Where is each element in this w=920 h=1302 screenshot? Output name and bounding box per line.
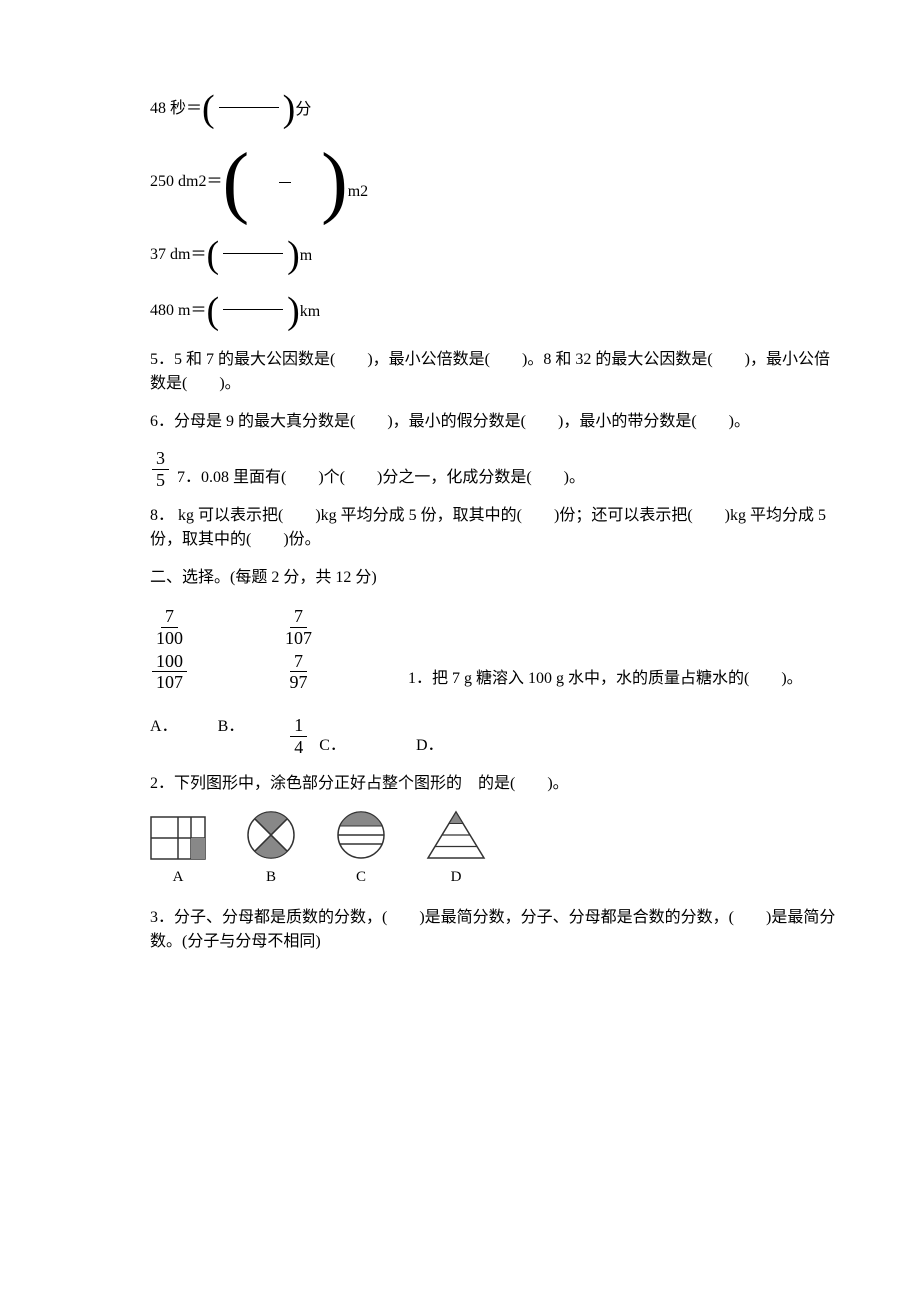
frac-den: 97 [286,672,312,693]
lparen: ( [222,146,249,218]
shape-b-icon [246,810,296,860]
frac-num: 7 [290,606,307,628]
blank-line [223,309,283,310]
s2q1-options-ab: A． B． [150,715,244,739]
s2q1-tail: 1．把 7 g 糖溶入 100 g 水中，水的质量占糖水的( )。 [408,667,803,691]
s2q1-options-cd: 1 4 C． D． [288,715,443,757]
shape-d-wrap: D [426,810,486,889]
question-8: 8． kg 可以表示把( )kg 平均分成 5 份，取其中的( )份；还可以表示… [150,504,840,552]
frac-den: 107 [281,628,316,649]
frac-7-107: 7 107 [281,606,316,648]
s2q3-text: 3．分子、分母都是质数的分数，( )是最简分数，分子、分母都是合数的分数，( )… [150,906,840,954]
frac-den: 107 [152,672,187,693]
conv-row-2: 250 dm2＝ ( ) m2 [150,146,840,218]
frac-den: 100 [152,628,187,649]
shape-label-c: C [356,866,366,889]
lparen: ( [206,292,219,330]
s2q1-frac-columns: 7 100 100 107 7 107 7 97 1．把 7 g 糖溶入 100… [150,606,840,693]
option-b: B． [218,715,245,739]
blank-dash [279,182,291,183]
conv-row-4: 480 m＝ ( ) km [150,292,840,330]
frac-den: 4 [290,737,307,758]
lparen: ( [206,236,219,274]
section-2-title: 二、选择。(每题 2 分，共 12 分) [150,566,840,590]
question-7-row: 3 5 7．0.08 里面有( )个( )分之一，化成分数是( )。 [150,448,840,490]
frac-100-107: 100 107 [152,651,187,693]
frac-7-100: 7 100 [152,606,187,648]
rparen: ) [287,292,300,330]
conv-row-3: 37 dm＝ ( ) m [150,236,840,274]
paren-box: ( ) [206,292,299,330]
option-a: A． [150,715,178,739]
shape-a-wrap: A [150,816,206,889]
frac-7-97: 7 97 [286,651,312,693]
paren-box: ( ) [222,146,347,218]
rparen: ) [321,146,348,218]
frac-1-4: 1 4 [290,715,307,757]
lparen: ( [202,90,215,128]
frac-num: 3 [152,448,169,470]
frac-num: 7 [290,651,307,673]
conv-unit: m2 [348,180,368,204]
conv-unit: km [300,300,320,324]
question-6: 6．分母是 9 的最大真分数是( )，最小的假分数是( )，最小的带分数是( )… [150,410,840,434]
paren-box: ( ) [202,90,295,128]
shape-label-b: B [266,866,276,889]
question-5: 5．5 和 7 的最大公因数是( )，最小公倍数是( )。8 和 32 的最大公… [150,348,840,396]
frac-col-1: 7 100 100 107 [150,606,189,693]
conv-lhs: 250 dm2＝ [150,170,222,194]
frac-den: 5 [152,470,169,491]
paren-box: ( ) [206,236,299,274]
question-7-text: 7．0.08 里面有( )个( )分之一，化成分数是( )。 [177,466,585,490]
option-c: C． [319,734,346,758]
shape-a-icon [150,816,206,860]
shape-label-d: D [451,866,462,889]
conv-lhs: 480 m＝ [150,299,206,323]
shape-c-wrap: C [336,810,386,889]
blank-line [223,253,283,254]
frac-num: 1 [290,715,307,737]
shape-d-icon [426,810,486,860]
blank-line [219,107,279,108]
conv-unit: 分 [295,98,311,122]
shape-c-icon [336,810,386,860]
frac-num: 100 [152,651,187,673]
s2q2-text: 2．下列图形中，涂色部分正好占整个图形的 的是( )。 [150,772,840,796]
shape-b-wrap: B [246,810,296,889]
rparen: ) [283,90,296,128]
shape-label-a: A [173,866,184,889]
conv-lhs: 48 秒＝ [150,97,202,121]
conv-row-1: 48 秒＝ ( ) 分 [150,90,840,128]
s2q2-shapes: A B C D [150,810,840,889]
rparen: ) [287,236,300,274]
frac-num: 7 [161,606,178,628]
option-d: D． [416,734,444,758]
frac-col-2: 7 107 7 97 [279,606,318,693]
conv-lhs: 37 dm＝ [150,243,206,267]
conv-unit: m [300,244,312,268]
frac-3-5: 3 5 [152,448,169,490]
